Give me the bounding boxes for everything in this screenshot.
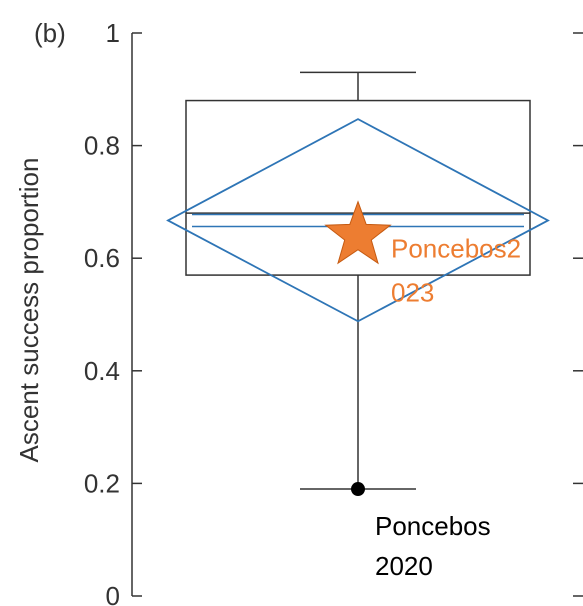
star-label: 023 [391, 278, 434, 308]
point-marker [351, 482, 365, 497]
point-label: 2020 [375, 551, 433, 581]
y-tick-label: 0.2 [84, 468, 120, 498]
mean-diamond [166, 118, 550, 323]
box-iqr [185, 99, 531, 276]
plot-area: Poncebos 2020 Poncebos2 023 [166, 71, 550, 581]
panel-label: (b) [34, 18, 66, 48]
point-label: Poncebos [375, 511, 491, 541]
y-axis-label: Ascent success proportion [14, 158, 44, 463]
y-tick-label: 0.8 [84, 131, 120, 161]
y-tick-label: 0.6 [84, 243, 120, 273]
star-marker [324, 200, 392, 265]
y-tick-label: 1 [106, 18, 120, 48]
axes: 0 0.2 0.4 0.6 0.8 1 [84, 18, 583, 606]
y-tick-label: 0.4 [84, 356, 120, 386]
y-tick-label: 0 [106, 581, 120, 606]
star-label: Poncebos2 [391, 234, 521, 264]
